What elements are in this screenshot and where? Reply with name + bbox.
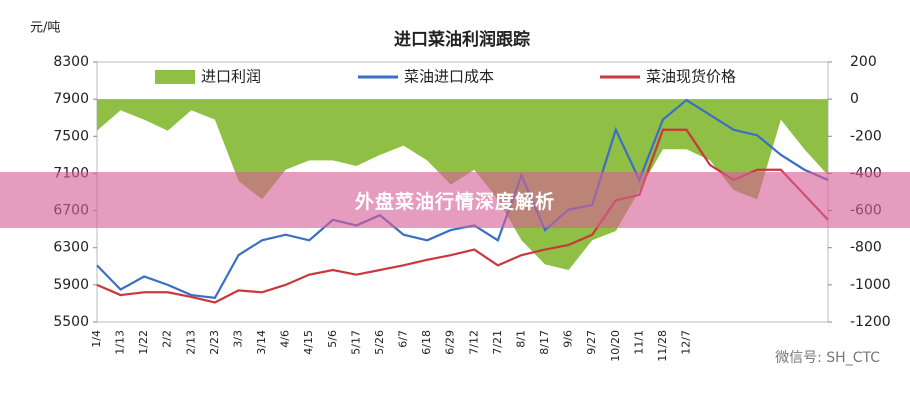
y2-tick-label: -1200 bbox=[850, 314, 891, 330]
watermark: 微信号: SH_CTC bbox=[775, 350, 880, 366]
y2-tick-label: -1000 bbox=[850, 277, 891, 293]
y2-tick-label: 200 bbox=[850, 54, 877, 70]
x-tick-label: 10/20 bbox=[609, 330, 622, 362]
x-tick-label: 3/3 bbox=[231, 330, 244, 348]
y-tick-label: 7900 bbox=[53, 91, 89, 107]
x-tick-label: 1/4 bbox=[90, 330, 103, 348]
x-tick-label: 4/15 bbox=[302, 330, 315, 355]
legend-label: 进口利润 bbox=[201, 68, 261, 86]
x-tick-label: 8/1 bbox=[514, 330, 527, 348]
y-axis-label: 元/吨 bbox=[30, 21, 60, 36]
legend-label: 菜油进口成本 bbox=[404, 68, 494, 86]
x-tick-label: 6/7 bbox=[397, 330, 410, 348]
legend-label: 菜油现货价格 bbox=[646, 68, 736, 86]
x-tick-label: 12/7 bbox=[680, 330, 693, 355]
x-tick-label: 6/18 bbox=[420, 330, 433, 355]
x-tick-label: 1/22 bbox=[137, 330, 150, 355]
x-tick-label: 9/27 bbox=[585, 330, 598, 355]
x-tick-label: 5/6 bbox=[326, 330, 339, 348]
y-tick-label: 5900 bbox=[53, 277, 89, 293]
y-tick-label: 7500 bbox=[53, 128, 89, 144]
x-tick-label: 9/6 bbox=[562, 330, 575, 348]
y-tick-label: 8300 bbox=[53, 54, 89, 70]
x-tick-label: 11/1 bbox=[632, 330, 645, 355]
x-tick-label: 4/6 bbox=[279, 330, 292, 348]
y2-tick-label: -800 bbox=[850, 240, 882, 256]
x-tick-label: 1/13 bbox=[114, 330, 127, 355]
x-tick-label: 7/21 bbox=[491, 330, 504, 355]
y2-tick-label: 0 bbox=[850, 91, 859, 107]
x-tick-label: 8/17 bbox=[538, 330, 551, 355]
x-tick-label: 2/13 bbox=[184, 330, 197, 355]
legend-swatch bbox=[155, 70, 195, 84]
y-tick-label: 5500 bbox=[53, 314, 89, 330]
area bbox=[97, 99, 828, 271]
x-tick-label: 2/23 bbox=[208, 330, 221, 355]
x-tick-label: 6/29 bbox=[444, 330, 457, 355]
chart-title: 进口菜油利润跟踪 bbox=[394, 29, 530, 50]
y2-tick-label: -200 bbox=[850, 128, 882, 144]
x-tick-label: 2/2 bbox=[161, 330, 174, 348]
y-tick-label: 6300 bbox=[53, 240, 89, 256]
x-tick-label: 7/12 bbox=[467, 330, 480, 355]
x-tick-label: 11/28 bbox=[656, 330, 669, 362]
x-tick-label: 3/14 bbox=[255, 330, 268, 355]
line bbox=[96, 128, 829, 304]
x-tick-label: 5/17 bbox=[349, 330, 362, 355]
x-tick-label: 5/26 bbox=[373, 330, 386, 355]
banner: 外盘菜油行情深度解析 bbox=[0, 172, 910, 228]
